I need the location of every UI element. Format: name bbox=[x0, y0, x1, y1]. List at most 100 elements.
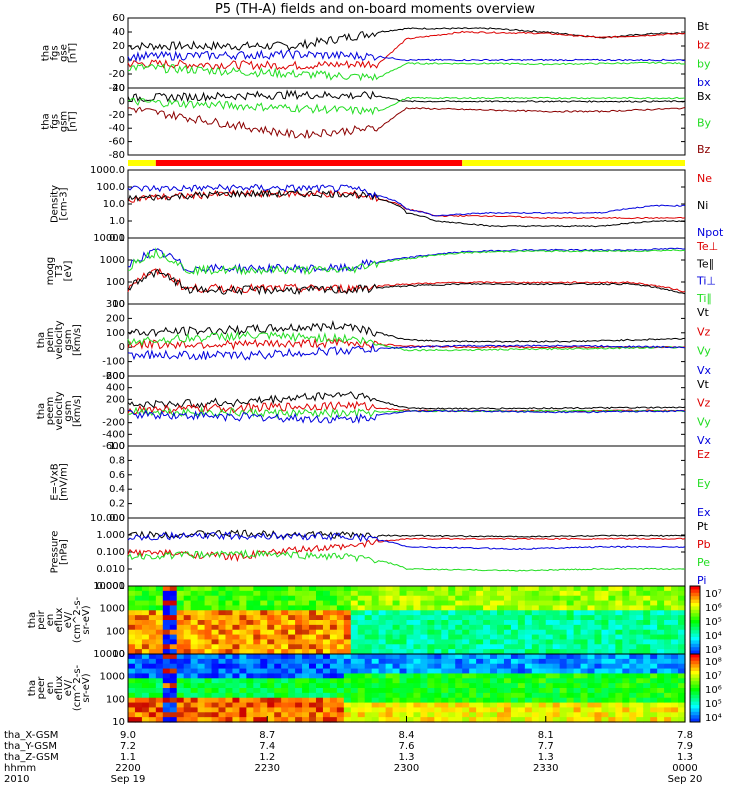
peir_spectrogram-cell bbox=[246, 634, 254, 641]
peir_spectrogram-cell bbox=[643, 620, 651, 626]
peer_spectrogram-cell bbox=[643, 688, 651, 694]
peer_spectrogram-cell bbox=[552, 707, 561, 713]
peir_spectrogram-cell bbox=[657, 586, 665, 592]
peer_spectrogram-cell bbox=[162, 707, 171, 713]
peir_spectrogram-cell bbox=[629, 649, 637, 655]
peir_spectrogram-cell bbox=[531, 600, 540, 607]
peir_spectrogram-cell bbox=[155, 634, 164, 641]
peer_spectrogram-cell bbox=[434, 683, 442, 689]
peer_spectrogram-cell bbox=[225, 697, 234, 704]
peer_spectrogram-cell bbox=[448, 683, 456, 689]
peir_spectrogram-cell bbox=[531, 634, 540, 641]
peir_spectrogram-cell bbox=[281, 629, 289, 636]
peir_spectrogram-cell bbox=[232, 605, 240, 611]
peer_spectrogram-cell bbox=[664, 673, 672, 679]
peir_spectrogram-cell bbox=[657, 644, 665, 650]
peir_spectrogram-cell bbox=[169, 620, 178, 626]
peir_spectrogram-cell bbox=[141, 634, 150, 641]
peir_spectrogram-cell bbox=[490, 605, 498, 611]
peer_spectrogram-cell bbox=[197, 678, 206, 684]
peer_spectrogram-cell bbox=[462, 688, 470, 694]
peer_spectrogram-cell bbox=[343, 654, 352, 660]
peer_spectrogram-cell bbox=[302, 673, 310, 679]
peer_spectrogram-cell bbox=[204, 712, 213, 718]
peer_spectrogram-cell bbox=[615, 663, 623, 670]
peir_spectrogram-cell bbox=[169, 615, 178, 621]
peir_spectrogram-cell bbox=[218, 600, 227, 607]
peer_spectrogram-cell bbox=[650, 673, 658, 679]
peir_spectrogram-cell bbox=[671, 629, 679, 636]
peer_spectrogram-colorbar-step bbox=[690, 657, 700, 662]
peer_spectrogram-cell bbox=[218, 712, 227, 718]
peir_spectrogram-cell bbox=[469, 639, 477, 645]
peer_spectrogram-cell bbox=[176, 692, 185, 699]
peir_spectrogram-cell bbox=[148, 620, 157, 626]
peer_spectrogram-cell bbox=[420, 707, 428, 713]
peir_spectrogram-colorbar-step bbox=[690, 592, 700, 597]
peer_spectrogram-cell bbox=[267, 658, 275, 665]
peer_spectrogram-cell bbox=[190, 678, 199, 684]
peir_spectrogram-cell bbox=[336, 605, 345, 611]
peer_spectrogram-cell bbox=[503, 688, 512, 694]
peer_spectrogram-cell bbox=[559, 712, 568, 718]
peir_spectrogram-cell bbox=[517, 610, 526, 616]
peer_spectrogram-cell bbox=[566, 692, 575, 699]
peer_spectrogram-cell bbox=[483, 668, 491, 675]
density-series-Npot bbox=[127, 183, 686, 217]
peir_spectrogram-cell bbox=[336, 629, 345, 636]
peer_spectrogram-cell bbox=[622, 668, 630, 675]
x-tick-label: 2230 bbox=[255, 763, 280, 774]
peir_spectrogram-cell bbox=[197, 634, 206, 641]
peer_spectrogram-cell bbox=[364, 692, 373, 699]
peir_spectrogram-cell bbox=[225, 620, 234, 626]
peir_spectrogram-cell bbox=[545, 605, 554, 611]
peir_spectrogram-cell bbox=[392, 629, 401, 636]
peer_spectrogram-cell bbox=[455, 692, 463, 699]
peer_spectrogram-cell bbox=[448, 697, 456, 704]
peir_spectrogram-cell bbox=[448, 624, 456, 631]
peir_spectrogram-cell bbox=[420, 639, 428, 645]
peer_spectrogram-cell bbox=[336, 717, 345, 723]
temperature-series-Ti∥ bbox=[127, 247, 686, 277]
peer_spectrogram-cell bbox=[608, 707, 616, 713]
peir_spectrogram-cell bbox=[650, 600, 658, 607]
peir_spectrogram-cell bbox=[524, 605, 533, 611]
peir_spectrogram-cell bbox=[239, 595, 247, 602]
peer_spectrogram-cell bbox=[671, 692, 679, 699]
peer_spectrogram-cell bbox=[462, 673, 470, 679]
peir_spectrogram-colorbar-label: 10⁶ bbox=[705, 603, 722, 614]
fgs_gsm-series-By bbox=[127, 96, 686, 116]
peir_spectrogram-cell bbox=[281, 605, 289, 611]
peer_spectrogram-cell bbox=[225, 707, 234, 713]
peer_spectrogram-cell bbox=[302, 654, 310, 660]
peer_spectrogram-cell bbox=[622, 707, 630, 713]
peir_spectrogram-cell bbox=[483, 649, 491, 655]
peir_spectrogram-cell bbox=[413, 586, 422, 592]
peir_spectrogram-cell bbox=[615, 610, 623, 616]
x-tick-label: 1.1 bbox=[120, 752, 136, 763]
peir_spectrogram-cell bbox=[573, 605, 582, 611]
peer_spectrogram-cell bbox=[601, 673, 610, 679]
peer_spectrogram-cell bbox=[260, 658, 268, 665]
peer_spectrogram-cell bbox=[218, 683, 227, 689]
peir_spectrogram-cell bbox=[497, 644, 505, 650]
peir_spectrogram-cell bbox=[399, 595, 408, 602]
peir_spectrogram-cell bbox=[622, 629, 630, 636]
peer_spectrogram-cell bbox=[176, 668, 185, 675]
peir_spectrogram-cell bbox=[399, 624, 408, 631]
peir_spectrogram-cell bbox=[580, 605, 589, 611]
peer_spectrogram-cell bbox=[462, 654, 470, 660]
peer_spectrogram-cell bbox=[650, 654, 658, 660]
peir_spectrogram-cell bbox=[128, 615, 136, 621]
peer_spectrogram-cell bbox=[587, 668, 596, 675]
peer_spectrogram-cell bbox=[350, 702, 359, 709]
peer_spectrogram-cell bbox=[587, 673, 596, 679]
peer_spectrogram-cell bbox=[267, 712, 275, 718]
peer_spectrogram-cell bbox=[441, 697, 449, 704]
peer_spectrogram-cell bbox=[406, 658, 415, 665]
peir_spectrogram-cell bbox=[448, 590, 456, 597]
peer_spectrogram-cell bbox=[559, 658, 568, 665]
peer_spectrogram-cell bbox=[183, 712, 192, 718]
peir_spectrogram-cell bbox=[420, 590, 428, 597]
peer_spectrogram-cell bbox=[350, 697, 359, 704]
